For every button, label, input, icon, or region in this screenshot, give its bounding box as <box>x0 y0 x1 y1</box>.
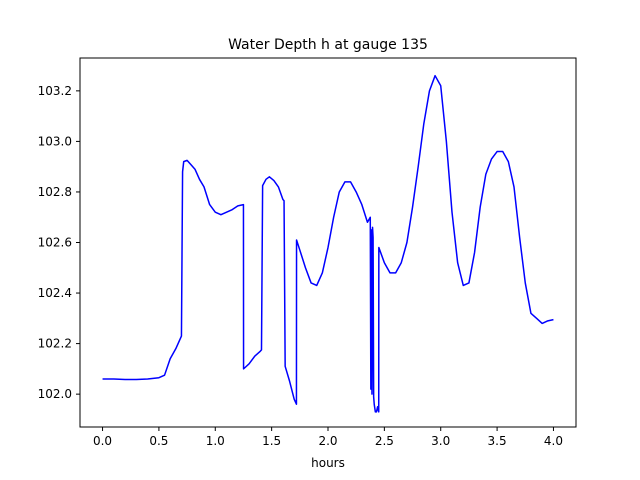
y-axis: 102.0 102.2 102.4 102.6 102.8 103.0 103.2 <box>38 84 80 401</box>
chart-title: Water Depth h at gauge 135 <box>228 37 428 53</box>
series-line <box>102 74 554 413</box>
series-layer <box>102 74 554 413</box>
x-tick-label: 3.0 <box>431 434 450 448</box>
y-tick-label: 102.0 <box>38 387 72 401</box>
y-tick-label: 102.4 <box>38 286 72 300</box>
x-axis-label: hours <box>311 456 345 470</box>
x-tick-label: 1.0 <box>206 434 225 448</box>
x-tick-label: 2.0 <box>318 434 337 448</box>
plot-area <box>79 57 577 428</box>
plot-background <box>80 58 576 427</box>
y-tick-label: 102.2 <box>38 337 72 351</box>
x-tick-label: 1.5 <box>262 434 281 448</box>
y-tick-label: 103.2 <box>38 84 72 98</box>
x-axis: 0.0 0.5 1.0 1.5 2.0 2.5 3.0 3.5 4.0 <box>93 427 563 448</box>
x-tick-label: 4.0 <box>544 434 563 448</box>
y-tick-label: 102.6 <box>38 236 72 250</box>
x-tick-label: 0.5 <box>149 434 168 448</box>
x-tick-label: 3.5 <box>488 434 507 448</box>
x-tick-label: 2.5 <box>375 434 394 448</box>
y-tick-label: 103.0 <box>38 134 72 148</box>
x-tick-label: 0.0 <box>93 434 112 448</box>
y-tick-label: 102.8 <box>38 185 72 199</box>
